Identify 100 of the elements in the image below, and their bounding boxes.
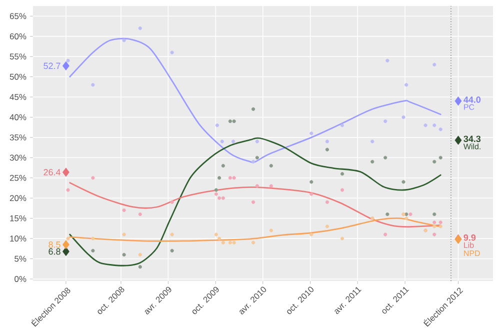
y-tick-label: 0% <box>14 276 26 282</box>
point <box>402 180 406 184</box>
point <box>255 184 259 188</box>
point <box>325 224 330 228</box>
point <box>215 124 220 128</box>
data-label: 6.8 <box>48 248 60 255</box>
point <box>402 115 406 120</box>
point <box>170 248 174 252</box>
point <box>269 184 273 188</box>
point <box>310 180 314 184</box>
point <box>424 124 428 128</box>
y-tick-label: 25% <box>10 174 26 181</box>
y-tick-label: 20% <box>10 195 26 202</box>
point <box>170 232 174 236</box>
point <box>62 240 70 249</box>
point <box>232 119 236 124</box>
point <box>122 252 126 257</box>
point <box>220 140 224 144</box>
line-series <box>69 182 442 228</box>
point <box>438 128 442 132</box>
data-label: 9.9 <box>464 234 476 241</box>
point <box>91 83 95 87</box>
point <box>325 148 330 152</box>
point <box>438 156 442 160</box>
point <box>404 83 408 87</box>
point <box>255 140 259 144</box>
point <box>432 160 436 164</box>
y-tick-label: 35% <box>10 134 26 140</box>
point <box>228 240 232 244</box>
point <box>432 212 436 216</box>
point <box>340 172 344 176</box>
y-tick-label: 65% <box>10 13 26 20</box>
point <box>232 140 236 144</box>
point <box>170 50 174 54</box>
point <box>310 132 314 136</box>
point <box>232 176 236 180</box>
point <box>62 168 70 177</box>
point <box>438 224 442 228</box>
y-tick-label: 45% <box>10 94 26 100</box>
point <box>138 26 142 30</box>
point <box>214 192 218 196</box>
point <box>221 196 225 200</box>
point <box>325 140 330 144</box>
point <box>310 232 314 236</box>
point <box>251 160 256 164</box>
point <box>221 164 225 168</box>
point <box>255 156 259 160</box>
point <box>217 176 222 180</box>
y-tick-label: 30% <box>10 154 26 161</box>
point <box>138 212 142 216</box>
point <box>217 236 222 240</box>
point <box>91 176 95 180</box>
y-tick-label: 5% <box>14 256 26 262</box>
point <box>370 140 374 144</box>
point <box>432 232 436 236</box>
point <box>370 160 374 164</box>
line-series <box>69 137 442 266</box>
y-tick-label: 60% <box>10 33 26 40</box>
point <box>404 212 408 216</box>
point <box>66 236 70 240</box>
y-tick-label: 50% <box>10 74 26 80</box>
data-label: 26.4 <box>44 169 60 176</box>
y-tick-label: 15% <box>10 215 26 222</box>
y-tick-label: 10% <box>10 236 26 242</box>
point <box>214 232 218 236</box>
y-tick-label: 55% <box>10 54 26 60</box>
point <box>217 196 222 200</box>
point <box>66 188 70 192</box>
point <box>122 38 126 42</box>
point <box>432 62 436 66</box>
point <box>325 200 330 204</box>
data-label: 44.0 <box>464 96 481 103</box>
point <box>340 188 344 192</box>
point <box>62 61 70 70</box>
data-label: 8.5 <box>48 241 60 248</box>
point <box>386 58 390 62</box>
point <box>122 208 126 212</box>
point <box>386 212 390 216</box>
point <box>122 232 126 236</box>
point <box>432 124 436 128</box>
point <box>384 232 388 236</box>
point <box>221 240 225 244</box>
point <box>310 192 314 196</box>
point <box>228 176 232 180</box>
point <box>340 124 344 128</box>
line-series <box>69 38 442 164</box>
point <box>269 164 273 168</box>
point <box>66 58 70 62</box>
y-tick-label: 40% <box>10 114 26 120</box>
point <box>232 240 236 244</box>
point <box>138 265 142 269</box>
point <box>214 188 218 192</box>
point <box>251 107 256 111</box>
point <box>228 119 232 124</box>
point <box>438 220 442 224</box>
point <box>91 236 95 240</box>
point <box>404 216 408 220</box>
point <box>170 200 174 204</box>
point <box>432 224 436 228</box>
point <box>432 220 436 224</box>
